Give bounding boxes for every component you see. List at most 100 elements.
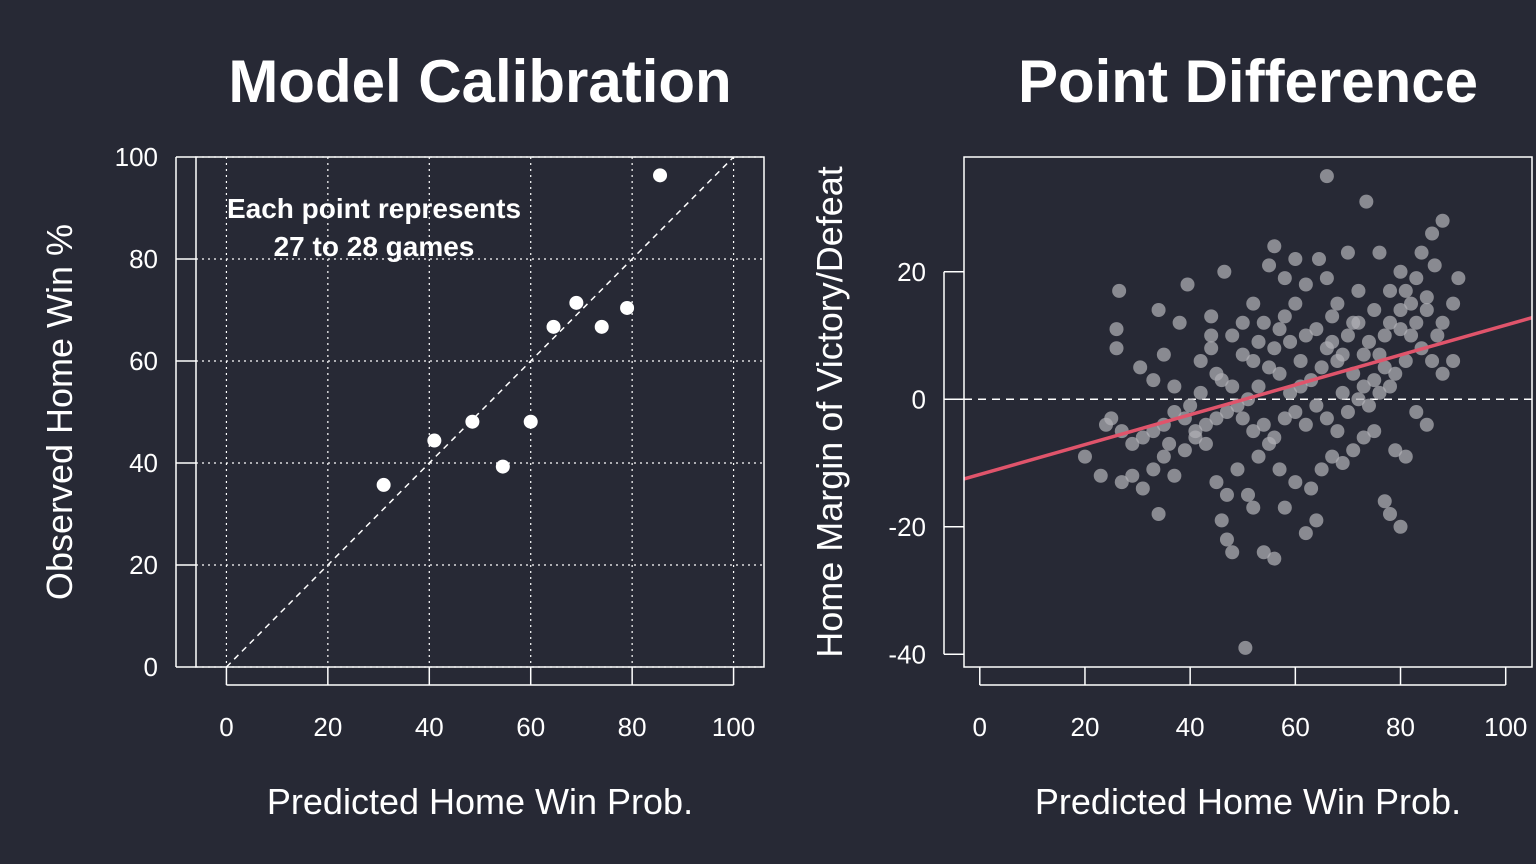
point-difference-x-label: Predicted Home Win Prob. (1035, 781, 1461, 822)
point-difference-point-107 (1230, 462, 1245, 477)
calibration-annotation-line-1: Each point represents (227, 193, 521, 224)
point-difference-point-21 (1414, 245, 1429, 260)
point-difference-points (1077, 169, 1466, 655)
point-difference-point-158 (1367, 303, 1382, 317)
point-difference-point-109 (1246, 500, 1261, 515)
point-difference-point-77 (1219, 405, 1234, 419)
point-difference-point-139 (1340, 405, 1355, 419)
calibration-x-tick-label-0: 0 (219, 712, 233, 742)
point-difference-point-163 (1388, 366, 1403, 381)
point-difference-point-3 (1133, 360, 1148, 375)
point-difference-point-68 (1314, 360, 1329, 375)
point-difference-point-36 (1225, 328, 1240, 343)
calibration-y-tick-label-1: 20 (129, 550, 158, 580)
point-difference-point-165 (1272, 322, 1287, 337)
calibration-point-4 (523, 414, 538, 429)
point-difference-point-7 (1167, 379, 1182, 394)
point-difference-point-89 (1099, 417, 1113, 432)
point-difference-point-61 (1393, 322, 1408, 337)
point-difference-point-43 (1267, 341, 1282, 356)
point-difference-point-120 (1314, 462, 1329, 477)
point-difference-point-111 (1267, 551, 1282, 566)
point-difference-point-95 (1146, 462, 1161, 477)
point-difference-point-162 (1398, 354, 1413, 368)
calibration-point-9 (653, 168, 668, 183)
point-difference-point-131 (1409, 405, 1424, 419)
point-difference-point-46 (1309, 322, 1324, 337)
calibration-x-tick-label-4: 80 (618, 712, 647, 742)
point-difference-panel: Point Difference 0 20 40 60 80 100 -40-20020 … (809, 48, 1533, 822)
point-difference-point-29 (1351, 283, 1366, 298)
point-difference-point-168 (1335, 385, 1350, 400)
point-difference-point-119 (1304, 481, 1319, 496)
point-difference-y-tick-label-1: -20 (888, 512, 926, 542)
point-difference-point-159 (1409, 315, 1424, 330)
point-difference-point-9 (1180, 277, 1195, 292)
point-difference-point-74 (1251, 379, 1266, 394)
calibration-point-2 (465, 414, 480, 429)
calibration-point-6 (569, 295, 584, 310)
point-difference-point-102 (1209, 475, 1224, 490)
point-difference-point-136 (1309, 398, 1324, 413)
calibration-y-tick-label-4: 80 (129, 244, 158, 274)
point-difference-point-169 (1356, 347, 1371, 362)
point-difference-point-91 (1093, 468, 1108, 483)
point-difference-point-52 (1372, 347, 1387, 362)
point-difference-point-171 (1398, 283, 1413, 298)
point-difference-point-166 (1251, 334, 1266, 349)
calibration-x-tick-label-2: 40 (415, 712, 444, 742)
point-difference-point-97 (1156, 449, 1171, 464)
point-difference-point-104 (1219, 532, 1234, 547)
point-difference-point-116 (1288, 475, 1303, 490)
point-difference-point-85 (1135, 430, 1150, 445)
point-difference-point-133 (1277, 411, 1292, 426)
point-difference-point-124 (1356, 430, 1371, 445)
point-difference-point-138 (1330, 424, 1345, 439)
point-difference-x-tick-label-0: 0 (973, 712, 987, 742)
point-difference-y-tick-label-0: -40 (888, 639, 926, 669)
point-difference-point-32 (1288, 296, 1303, 311)
point-difference-point-78 (1209, 411, 1224, 426)
point-difference-point-33 (1277, 309, 1292, 324)
calibration-points (376, 168, 668, 492)
point-difference-point-125 (1367, 424, 1382, 439)
point-difference-point-132 (1419, 417, 1434, 432)
point-difference-point-62 (1377, 360, 1392, 375)
point-difference-point-134 (1288, 405, 1303, 419)
calibration-point-3 (495, 459, 510, 474)
point-difference-x-axis: 0 20 40 60 80 100 (973, 667, 1527, 742)
point-difference-point-44 (1283, 334, 1298, 349)
calibration-x-tick-label-1: 20 (313, 712, 342, 742)
point-difference-point-98 (1167, 468, 1182, 483)
point-difference-point-117 (1298, 526, 1313, 541)
point-difference-point-6 (1109, 341, 1124, 356)
point-difference-y-axis: -40 -20 0 20 (888, 257, 964, 669)
point-difference-point-2 (1109, 322, 1124, 337)
point-difference-point-94 (1135, 481, 1150, 496)
point-difference-point-118 (1309, 513, 1324, 528)
point-difference-point-27 (1446, 296, 1461, 311)
point-difference-point-51 (1361, 334, 1376, 349)
point-difference-point-173 (1419, 290, 1434, 305)
point-difference-trend-line (963, 315, 1533, 481)
calibration-y-tick-label-2: 40 (129, 448, 158, 478)
point-difference-title: Point Difference (1018, 48, 1478, 115)
point-difference-point-58 (1435, 366, 1450, 381)
point-difference-point-92 (1114, 475, 1129, 490)
calibration-x-label: Predicted Home Win Prob. (267, 781, 693, 822)
point-difference-point-1 (1151, 303, 1166, 317)
calibration-point-7 (594, 319, 609, 334)
point-difference-point-161 (1430, 328, 1445, 343)
point-difference-x-tick-label-2: 40 (1176, 712, 1205, 742)
point-difference-point-60 (1404, 296, 1419, 311)
point-difference-point-15 (1319, 169, 1334, 184)
point-difference-x-tick-label-5: 100 (1484, 712, 1527, 742)
point-difference-point-146 (1246, 424, 1261, 439)
point-difference-point-23 (1435, 213, 1450, 228)
point-difference-point-156 (1319, 271, 1334, 286)
point-difference-point-42 (1246, 354, 1261, 368)
point-difference-point-59 (1446, 354, 1461, 368)
point-difference-point-137 (1319, 411, 1334, 426)
point-difference-point-172 (1409, 271, 1424, 286)
